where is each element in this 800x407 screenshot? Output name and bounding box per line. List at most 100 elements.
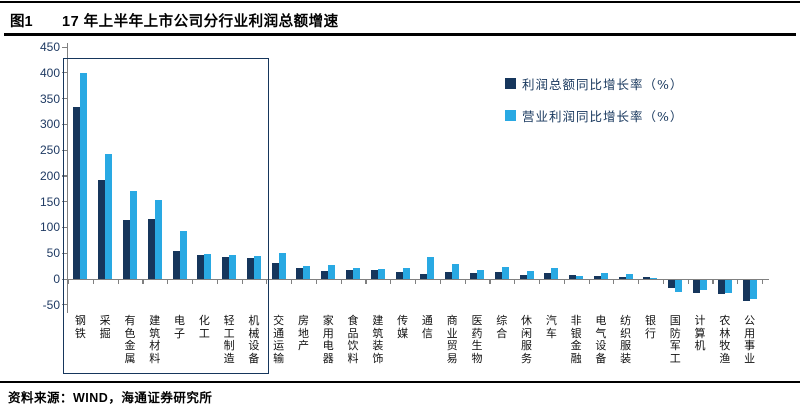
industry-profit-growth-bar-chart: 利润总额同比增长率（%） 营业利润同比增长率（%） 450 400 350 300 25…	[0, 36, 800, 381]
chart-legend: 利润总额同比增长率（%） 营业利润同比增长率（%）	[505, 74, 785, 138]
y-axis-tick-label: 50	[46, 246, 60, 261]
y-axis-tick	[62, 201, 67, 203]
legend-swatch-operating-profit	[505, 110, 516, 121]
bar-operating-非银金融	[576, 276, 584, 279]
y-axis-tick-label: -50	[42, 297, 60, 312]
bar-total-纺织服装	[618, 276, 626, 279]
y-axis-tick-label: 250	[39, 143, 60, 158]
bar-total-传媒	[395, 272, 403, 279]
bar-total-综合	[494, 271, 502, 279]
bar-total-家用电器	[321, 270, 329, 279]
bar-operating-有色金属	[129, 191, 137, 279]
bar-total-采掘	[98, 180, 106, 279]
x-axis-tick	[613, 280, 615, 284]
bar-operating-电子	[179, 230, 187, 279]
x-axis-tick	[489, 280, 491, 284]
x-axis-category-label: 建筑装饰	[372, 314, 384, 365]
bar-operating-休闲服务	[526, 270, 534, 279]
x-axis-category-label: 化工	[198, 314, 210, 340]
y-axis-tick-label: 150	[39, 194, 60, 209]
x-axis-category-label: 计算机	[694, 314, 706, 352]
legend-item-total-profit: 利润总额同比增长率（%）	[505, 74, 785, 93]
y-axis-tick	[62, 46, 67, 48]
x-axis-category-label: 通信	[421, 314, 433, 340]
y-axis-tick	[62, 98, 67, 100]
bar-operating-通信	[427, 256, 435, 279]
x-axis-tick	[687, 280, 689, 284]
x-axis-category-label: 银行	[644, 314, 656, 340]
x-axis-category-label: 休闲服务	[521, 314, 533, 365]
legend-label-total-profit: 利润总额同比增长率（%）	[522, 77, 684, 92]
bar-operating-采掘	[105, 154, 113, 279]
x-axis-line	[67, 279, 769, 281]
x-axis-tick	[390, 280, 392, 284]
x-axis-tick	[315, 280, 318, 284]
x-axis-category-label: 国防军工	[669, 314, 681, 365]
bar-total-计算机	[693, 280, 701, 293]
x-axis-category-label: 农林牧渔	[719, 314, 731, 365]
x-axis-category-label: 建筑材料	[149, 314, 161, 365]
x-axis-category-label: 电子	[174, 314, 186, 340]
bar-operating-建筑材料	[154, 200, 162, 279]
bar-operating-家用电器	[328, 265, 336, 279]
y-axis-tick	[62, 175, 67, 177]
x-axis-category-label: 电气设备	[595, 314, 607, 365]
x-axis-category-label: 综合	[496, 314, 508, 340]
bar-operating-汽车	[551, 267, 559, 279]
x-axis-category-label: 汽车	[545, 314, 557, 340]
x-axis-tick	[563, 280, 565, 284]
bar-operating-电气设备	[600, 273, 608, 279]
y-axis-tick	[62, 149, 67, 151]
bar-operating-公用事业	[749, 280, 757, 299]
bar-total-电子	[172, 251, 180, 279]
x-axis-tick	[712, 280, 714, 284]
bar-total-国防军工	[668, 280, 676, 288]
x-axis-category-label: 医药生物	[471, 314, 483, 365]
bar-operating-传媒	[402, 267, 410, 279]
bar-operating-计算机	[700, 280, 708, 291]
x-axis-category-label: 采掘	[99, 314, 111, 340]
y-axis-tick	[62, 226, 67, 229]
bar-operating-食品饮料	[353, 268, 361, 279]
bar-total-轻工制造	[222, 256, 230, 279]
bar-total-食品饮料	[346, 269, 354, 279]
y-axis-tick	[62, 123, 67, 126]
y-axis-tick	[62, 252, 67, 254]
x-axis-tick	[340, 280, 342, 284]
y-axis-tick	[62, 304, 67, 306]
bar-total-建筑材料	[147, 218, 155, 279]
x-axis-category-label: 商业贸易	[446, 314, 458, 365]
bar-total-机械设备	[246, 258, 254, 279]
bar-total-农林牧渔	[717, 280, 725, 295]
y-axis-tick-label: 400	[39, 65, 60, 80]
x-axis-tick	[415, 280, 417, 284]
data-source: 资料来源：WIND，海通证券研究所	[8, 391, 213, 405]
x-axis-tick	[117, 280, 119, 284]
legend-swatch-total-profit	[505, 78, 516, 89]
x-axis-category-label: 非银金融	[570, 314, 582, 365]
bar-operating-建筑装饰	[377, 269, 385, 279]
bar-operating-综合	[501, 266, 509, 279]
bar-total-通信	[420, 273, 428, 279]
bar-total-银行	[643, 277, 651, 279]
bar-operating-国防军工	[675, 280, 683, 292]
figure-title: 17 年上半年上市公司分行业利润总额增速	[62, 14, 339, 30]
x-axis-tick	[291, 280, 293, 284]
y-axis-line	[67, 43, 69, 313]
bar-total-非银金融	[569, 274, 577, 279]
bar-operating-化工	[204, 253, 212, 279]
bar-operating-房地产	[303, 266, 311, 279]
bar-total-医药生物	[469, 272, 477, 279]
bar-total-公用事业	[742, 280, 750, 301]
y-axis-tick-label: 300	[39, 117, 60, 132]
x-axis-tick	[266, 280, 268, 284]
x-axis-category-label: 钢铁	[74, 314, 86, 340]
x-axis-tick	[662, 280, 665, 284]
title-underline	[4, 33, 796, 36]
figure-number: 图1	[10, 14, 33, 30]
y-axis-tick-label: 450	[39, 40, 60, 54]
y-axis-tick	[62, 278, 67, 280]
bar-total-建筑装饰	[370, 269, 378, 279]
x-axis-tick	[191, 280, 194, 284]
x-axis-category-label: 轻工制造	[223, 314, 235, 365]
